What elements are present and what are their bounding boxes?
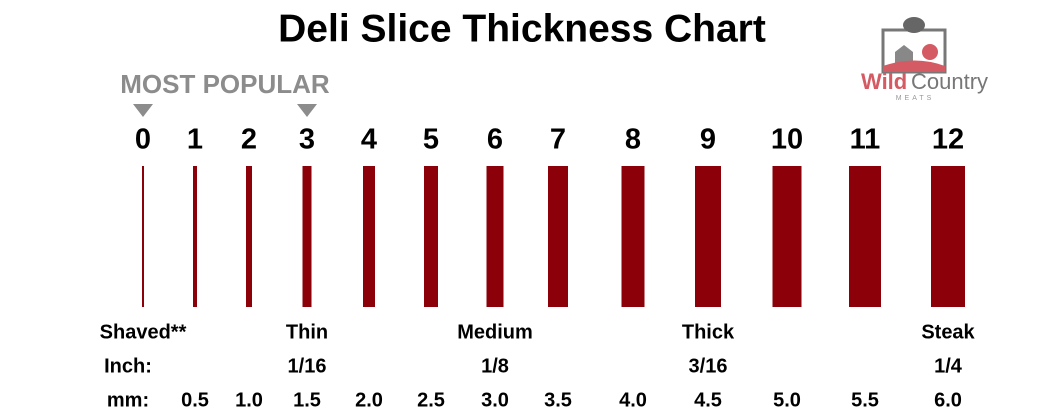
row-label: Inch:: [104, 355, 152, 377]
row-cell: 3/16: [689, 355, 728, 377]
row-cell: 1/8: [481, 355, 509, 377]
row-cell: Thin: [286, 321, 328, 343]
callout-arrow: [133, 104, 153, 117]
row-label: mm:: [107, 389, 149, 411]
row-cell: 1.0: [235, 389, 263, 411]
row-cell: Thick: [682, 321, 735, 343]
title: Deli Slice Thickness Chart: [278, 7, 766, 50]
slice-bar: [363, 166, 375, 307]
setting-number: 0: [135, 124, 151, 156]
row-cell: 2.5: [417, 389, 445, 411]
slice-bar: [142, 166, 144, 307]
row-cell: 4.0: [619, 389, 647, 411]
setting-number: 5: [423, 124, 439, 156]
row-cell: 6.0: [934, 389, 962, 411]
row-cell: Shaved**: [100, 321, 187, 343]
row-cell: 5.5: [851, 389, 879, 411]
logo-cow: [903, 17, 925, 33]
setting-number: 6: [487, 124, 503, 156]
slice-bar: [486, 166, 504, 307]
setting-number: 9: [700, 124, 716, 156]
slice-bar: [849, 166, 881, 307]
logo-brand-second: Country: [911, 69, 988, 94]
slice-bar: [424, 166, 438, 307]
row-cell: 3.0: [481, 389, 509, 411]
slice-bar: [193, 166, 197, 307]
row-cell: 1/16: [288, 355, 327, 377]
slice-bar: [695, 166, 721, 307]
row-cell: 1/4: [934, 355, 963, 377]
row-cell: 1.5: [293, 389, 321, 411]
logo-brand-first: Wild: [861, 69, 907, 94]
slice-bar: [931, 166, 965, 307]
slice-bar: [621, 166, 645, 307]
callout: MOST POPULAR: [120, 69, 330, 99]
logo-tagline: MEATS: [896, 95, 935, 102]
logo: Wild Country MEATS: [861, 17, 988, 102]
setting-number: 2: [241, 124, 257, 156]
setting-number: 1: [187, 124, 203, 156]
row-cell: Medium: [457, 321, 533, 343]
setting-number: 3: [299, 124, 315, 156]
row-cell: 2.0: [355, 389, 383, 411]
callout-arrow: [297, 104, 317, 117]
row-cell: 4.5: [694, 389, 722, 411]
setting-number: 4: [361, 124, 377, 156]
row-cell: 5.0: [773, 389, 801, 411]
row-cell: 0.5: [181, 389, 209, 411]
setting-number: 7: [550, 124, 566, 156]
logo-hill: [883, 60, 945, 72]
slice-bar: [772, 166, 802, 307]
slice-bar: [302, 166, 312, 307]
row-cell: 3.5: [544, 389, 572, 411]
setting-number: 8: [625, 124, 641, 156]
row-cell: Steak: [921, 321, 975, 343]
slice-bar: [548, 166, 568, 307]
slice-bar: [246, 166, 252, 307]
logo-tree: [922, 44, 938, 60]
setting-number: 10: [771, 124, 803, 156]
setting-number: 11: [850, 124, 881, 156]
setting-number: 12: [932, 124, 964, 156]
